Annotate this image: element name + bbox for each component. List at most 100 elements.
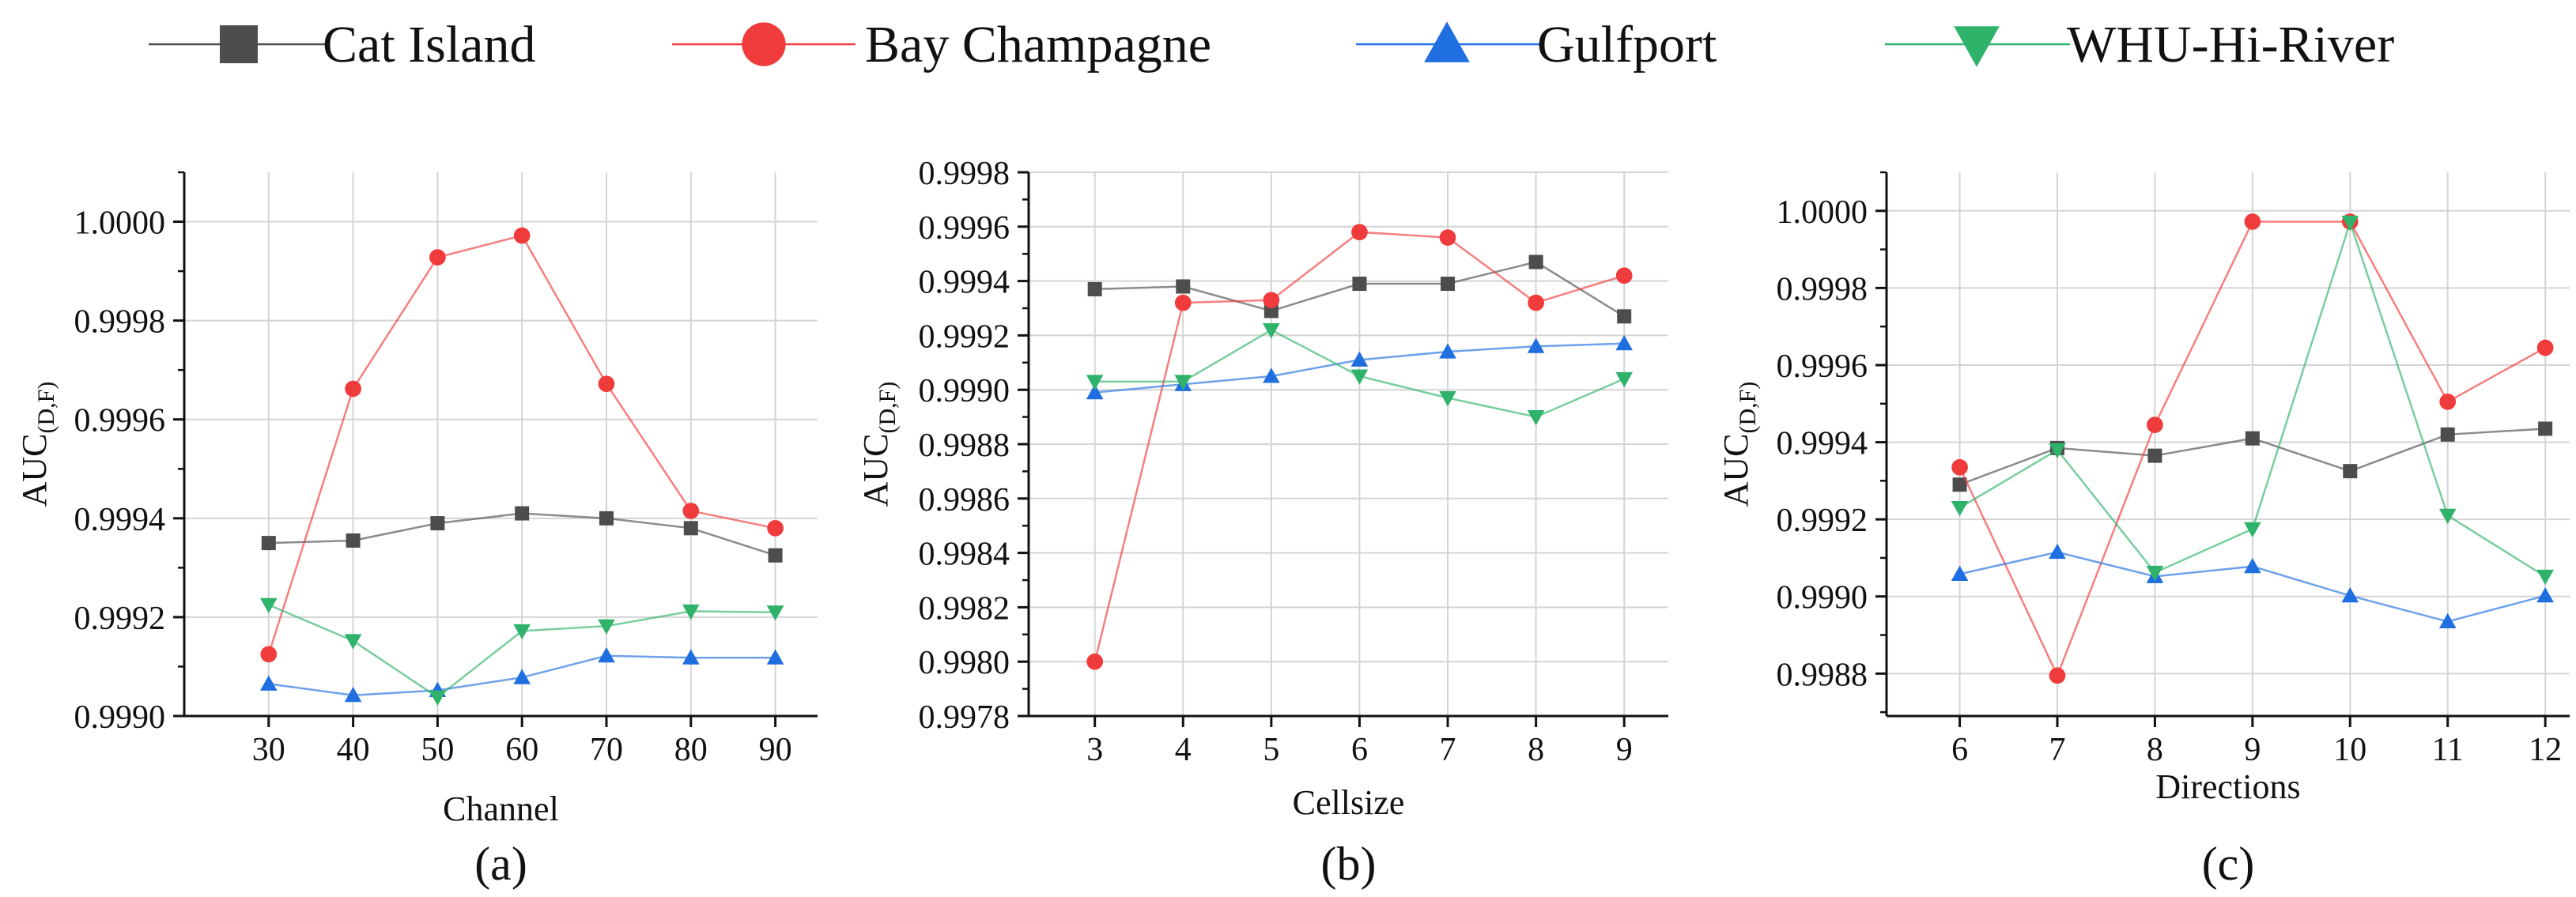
x-tick-label: 60 xyxy=(505,732,538,768)
legend-label: Gulfport xyxy=(1537,16,1717,73)
data-point xyxy=(429,690,447,707)
series-whu-hi-river xyxy=(1951,215,2554,586)
data-point xyxy=(1263,367,1280,383)
series-group xyxy=(260,227,784,707)
panel-label: (c) xyxy=(2202,838,2255,890)
x-axis-title: Cellsize xyxy=(1293,783,1405,822)
panel-a: 30 40 50 60 70 80 900.99900.99920.99940.99960.… xyxy=(15,171,818,890)
panel-b: 3 4 5 6 7 8 90.99780.99800.99820.99840.99860.9… xyxy=(856,156,1668,890)
y-tick-label: 0.9998 xyxy=(919,156,1010,192)
data-point xyxy=(1176,279,1191,294)
y-tick-label: 0.9992 xyxy=(1777,503,1868,539)
data-point xyxy=(2439,393,2457,410)
data-point xyxy=(768,548,783,563)
data-point xyxy=(1350,369,1369,385)
y-axis-title: AUC(D,F) xyxy=(1717,382,1761,507)
data-point xyxy=(1263,322,1280,339)
panel-c: 6 7 8 9 10 11 12 0.9988 0.9990 0.9992 0.9994 0.9996… xyxy=(1717,171,2570,890)
data-point xyxy=(2440,427,2455,442)
x-tick-label: 90 xyxy=(759,732,792,768)
data-point xyxy=(1527,337,1545,353)
y-tick-label: 0.9990 xyxy=(74,699,166,736)
series-group xyxy=(1086,224,1634,670)
legend-item-cat-island: Cat Island xyxy=(149,16,535,73)
data-point xyxy=(1086,383,1104,400)
data-point xyxy=(1951,565,1969,581)
data-point xyxy=(683,521,698,536)
x-tick-label: 7 xyxy=(2049,732,2066,768)
data-point xyxy=(1439,343,1456,359)
y-tick-label: 0.9998 xyxy=(1777,271,1868,307)
x-tick-label: 70 xyxy=(590,732,623,768)
data-point xyxy=(1439,229,1456,246)
y-tick-label: 0.9994 xyxy=(919,265,1010,301)
data-point xyxy=(1951,500,1969,517)
data-point xyxy=(515,506,530,521)
data-point xyxy=(430,516,445,531)
data-point xyxy=(682,604,700,620)
x-tick-label: 10 xyxy=(2333,732,2366,768)
x-tick-label: 3 xyxy=(1086,732,1103,768)
legend-label: Cat Island xyxy=(323,16,535,73)
x-ticks: 3 4 5 6 7 8 9 xyxy=(1086,716,1633,768)
data-point xyxy=(767,519,784,537)
x-tick-label: 50 xyxy=(421,732,454,768)
data-point xyxy=(1528,294,1544,311)
legend: Cat Island Bay Champagne Gulfport WHU-Hi-Ri… xyxy=(149,16,2394,73)
data-point xyxy=(1086,375,1104,390)
data-point xyxy=(2341,586,2359,603)
data-point xyxy=(2538,421,2553,436)
data-point xyxy=(1350,351,1369,367)
x-tick-label: 11 xyxy=(2431,732,2463,768)
x-tick-label: 9 xyxy=(1616,732,1633,768)
legend-item-whu-hi-river: WHU-Hi-River xyxy=(1885,16,2394,73)
y-tick-label: 0.9996 xyxy=(1777,349,1868,385)
x-tick-label: 4 xyxy=(1175,732,1192,768)
y-tick-label: 0.9998 xyxy=(74,304,166,341)
legend-item-gulfport: Gulfport xyxy=(1356,16,1717,73)
data-point xyxy=(2536,569,2554,586)
data-point xyxy=(1617,309,1632,324)
y-axis-title: AUC(D,F) xyxy=(15,382,59,507)
data-point xyxy=(682,503,700,519)
data-point xyxy=(2343,464,2358,479)
series-cat-island xyxy=(261,506,783,563)
x-tick-label: 9 xyxy=(2244,732,2261,768)
y-tick-label: 0.9992 xyxy=(74,601,166,637)
x-tick-label: 40 xyxy=(337,732,370,768)
data-point xyxy=(1615,334,1634,351)
data-point xyxy=(344,686,362,703)
data-point xyxy=(598,619,615,635)
data-point xyxy=(2049,543,2066,560)
data-point xyxy=(260,675,278,691)
legend-marker-square-icon xyxy=(220,25,258,63)
grid xyxy=(1887,172,2570,716)
data-point xyxy=(766,605,784,621)
data-point xyxy=(2536,339,2554,356)
data-point xyxy=(2147,416,2163,433)
y-tick-label: 0.9996 xyxy=(919,210,1010,247)
data-point xyxy=(598,375,615,393)
data-point xyxy=(346,533,361,548)
data-point xyxy=(1086,653,1104,670)
y-tick-label: 0.9984 xyxy=(919,537,1010,573)
y-tick-label: 0.9996 xyxy=(74,403,166,439)
legend-label: WHU-Hi-River xyxy=(2067,16,2394,73)
y-ticks: 0.9988 0.9990 0.9992 0.9994 0.9996 0.9998 1.00… xyxy=(1777,171,1887,714)
data-point xyxy=(513,669,531,684)
panel-label: (a) xyxy=(474,838,527,890)
x-tick-label: 7 xyxy=(1440,732,1456,768)
series-gulfport xyxy=(260,646,784,703)
data-point xyxy=(2146,565,2164,582)
data-point xyxy=(1351,224,1368,241)
data-point xyxy=(2049,443,2066,459)
data-point xyxy=(513,624,531,640)
y-axis-title-subscript: (D,F) xyxy=(33,382,59,434)
data-point xyxy=(2244,522,2261,538)
data-point xyxy=(1263,292,1280,309)
x-tick-label: 30 xyxy=(252,732,285,768)
data-point xyxy=(1087,281,1102,296)
legend-marker-triangle-up-icon xyxy=(1424,21,1470,62)
series-bay-champagne xyxy=(260,227,784,663)
series-whu-hi-river xyxy=(1086,322,1634,426)
